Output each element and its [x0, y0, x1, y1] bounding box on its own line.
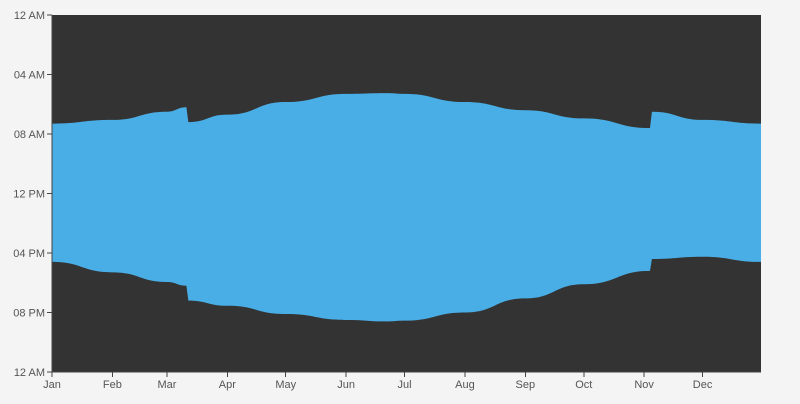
x-tick-label: Jul — [398, 379, 412, 391]
x-tick-label: Oct — [575, 379, 592, 391]
x-tick-label: Jun — [337, 379, 355, 391]
y-tick-label: 12 AM — [14, 10, 45, 22]
x-tick-label: Sep — [516, 379, 536, 391]
x-tick-label: Apr — [219, 379, 236, 391]
daylight-area — [52, 93, 761, 322]
y-tick-label: 08 AM — [14, 129, 45, 141]
y-tick-label: 04 PM — [13, 248, 45, 260]
y-tick-label: 12 AM — [14, 367, 45, 379]
x-tick-label: Aug — [455, 379, 475, 391]
x-tick-label: Mar — [157, 379, 176, 391]
x-tick-label: Dec — [693, 379, 713, 391]
y-tick-label: 12 PM — [13, 189, 45, 201]
x-axis: Jan Feb Mar Apr May Jun Jul Aug Sep Oct Nov Dec — [43, 372, 713, 391]
x-tick-label: May — [275, 379, 296, 391]
x-tick-label: Feb — [103, 379, 122, 391]
y-tick-label: 04 AM — [14, 70, 45, 82]
y-axis: 12 AM 04 AM 08 AM 12 PM 04 PM 08 PM 12 AM — [13, 10, 52, 379]
x-tick-label: Nov — [634, 379, 654, 391]
x-tick-label: Jan — [43, 379, 61, 391]
y-tick-label: 08 PM — [13, 308, 45, 320]
